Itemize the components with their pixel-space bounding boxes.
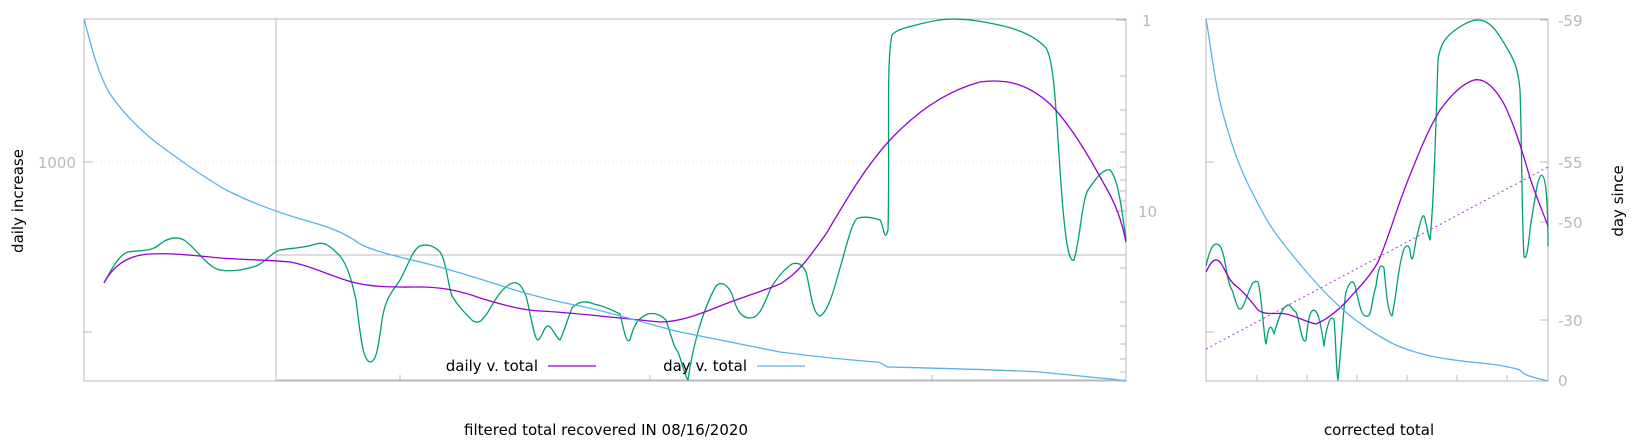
left-plot-frame: [83, 18, 1127, 382]
legend-label-daily: daily v. total: [446, 357, 538, 375]
y2-tick-label: -30: [1558, 312, 1583, 330]
y2-tick-label: 10: [1138, 203, 1157, 221]
series-raw-left: [103, 18, 1127, 381]
right-xlabel: corrected total: [1324, 421, 1434, 439]
right-xaxis-ticks: [1256, 375, 1508, 381]
right-y2axis: -59 -55 -50 -30 0: [1540, 12, 1583, 390]
y2-tick-label: 1: [1142, 12, 1152, 30]
y2-tick-label: -50: [1558, 214, 1583, 232]
series-day-v-total: [83, 18, 1127, 382]
right-plot-frame: [1205, 18, 1549, 382]
y2-tick-label: -55: [1558, 154, 1583, 172]
y2-tick-label: 0: [1558, 372, 1568, 390]
right-ylabel: day since: [1609, 165, 1627, 236]
series-day-right: [1205, 18, 1549, 382]
right-plot: -59 -55 -50 -30 0 corrected total day si…: [1205, 12, 1627, 439]
left-yaxis: 1000: [38, 154, 92, 333]
y-tick-label: 1000: [38, 154, 76, 172]
left-y2axis: 1 10: [1116, 12, 1157, 373]
series-raw-right: [1205, 19, 1549, 381]
left-plot: 1000 1 10: [9, 12, 1157, 439]
left-xlabel: filtered total recovered IN 08/16/2020: [464, 421, 748, 439]
legend-label-day: day v. total: [663, 357, 747, 375]
fit-line: [1205, 166, 1549, 350]
series-daily-v-total: [103, 80, 1127, 323]
legend: daily v. total day v. total: [446, 357, 805, 375]
left-xaxis-ticks: [399, 375, 933, 381]
right-yaxis-ticks: [1206, 161, 1214, 333]
left-ylabel: daily increase: [9, 149, 27, 253]
y2-tick-label: -59: [1558, 12, 1583, 30]
series-daily-right: [1205, 79, 1549, 325]
